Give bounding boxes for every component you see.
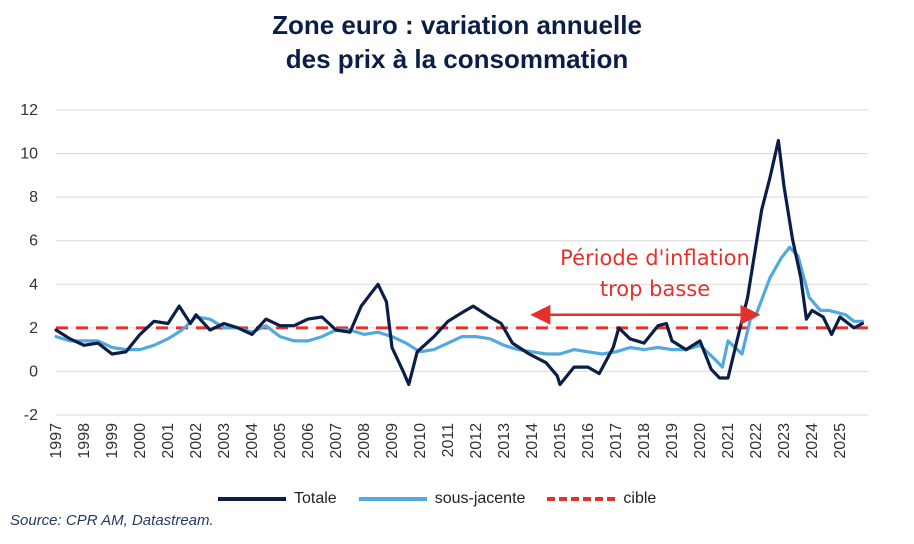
x-tick-label: 2009 (384, 423, 401, 459)
x-tick-label: 2016 (580, 423, 597, 459)
x-tick-label: 2021 (720, 423, 737, 459)
y-tick-label: 8 (29, 189, 38, 206)
legend-item-cible: cible (547, 490, 656, 508)
legend-swatch-sous-jacente (358, 497, 427, 501)
chart-title-line-1: Zone euro : variation annuelle (272, 10, 642, 40)
y-tick-label: 0 (29, 363, 38, 380)
x-tick-label: 2008 (356, 423, 373, 459)
y-axis-ticks: -2 0 2 4 6 8 10 12 (20, 102, 38, 424)
source-note: Source: CPR AM, Datastream. (10, 512, 214, 529)
series-line-sous-jacente (54, 245, 864, 369)
x-tick-label: 2017 (608, 423, 625, 459)
chart-title: Zone euro : variation annuelle des prix … (0, 8, 914, 76)
legend-label-sous-jacente: sous-jacente (434, 490, 526, 507)
x-tick-label: 2001 (160, 423, 177, 459)
annotation-text-line: Période d'inflation (560, 246, 750, 270)
x-tick-label: 2007 (328, 423, 345, 459)
x-tick-label: 2010 (412, 423, 429, 459)
x-tick-label: 2013 (496, 423, 513, 459)
series-lines (54, 138, 868, 387)
y-tick-label: 6 (29, 233, 38, 250)
x-tick-label: 2012 (468, 423, 485, 459)
y-tick-label: 10 (20, 146, 38, 163)
x-tick-label: 2004 (244, 423, 261, 459)
x-axis-ticks: 1997 1998 1999 2000 2001 2002 2003 2004 2005 2006… (48, 423, 849, 459)
series-line-Totale (54, 138, 864, 387)
y-tick-label: 2 (29, 320, 38, 337)
y-tick-label: 12 (20, 102, 38, 119)
y-tick-label: 4 (29, 276, 38, 293)
x-tick-label: 2000 (132, 423, 149, 459)
legend-item-totale: Totale (218, 490, 337, 508)
x-tick-label: 2025 (832, 423, 849, 459)
x-tick-label: 2018 (636, 423, 653, 459)
x-tick-label: 1999 (104, 423, 121, 459)
annotations: Période d'inflation trop basse (530, 246, 761, 325)
legend-swatch-totale (218, 497, 286, 501)
x-tick-label: 2023 (776, 423, 793, 459)
x-tick-label: 2006 (300, 423, 317, 459)
x-tick-label: 2015 (552, 423, 569, 459)
annotation-text-line: trop basse (600, 277, 710, 301)
x-tick-label: 1998 (76, 423, 93, 459)
x-tick-label: 1997 (48, 423, 65, 459)
legend-label-cible: cible (623, 490, 657, 507)
x-tick-label: 2002 (188, 423, 205, 459)
x-tick-label: 2005 (272, 423, 289, 459)
x-tick-label: 2011 (440, 423, 457, 458)
x-tick-label: 2003 (216, 423, 233, 459)
chart-title-line-2: des prix à la consommation (285, 44, 629, 74)
legend-swatch-cible (547, 497, 616, 501)
legend: Totale sous-jacente cible (218, 488, 678, 510)
legend-label-totale: Totale (294, 490, 337, 507)
x-tick-label: 2019 (664, 423, 681, 459)
x-tick-label: 2024 (804, 423, 821, 459)
x-tick-label: 2014 (524, 423, 541, 459)
y-tick-label: -2 (24, 407, 38, 424)
legend-item-sous-jacente: sous-jacente (358, 490, 526, 508)
x-tick-label: 2020 (692, 423, 709, 459)
x-tick-label: 2022 (748, 423, 765, 459)
